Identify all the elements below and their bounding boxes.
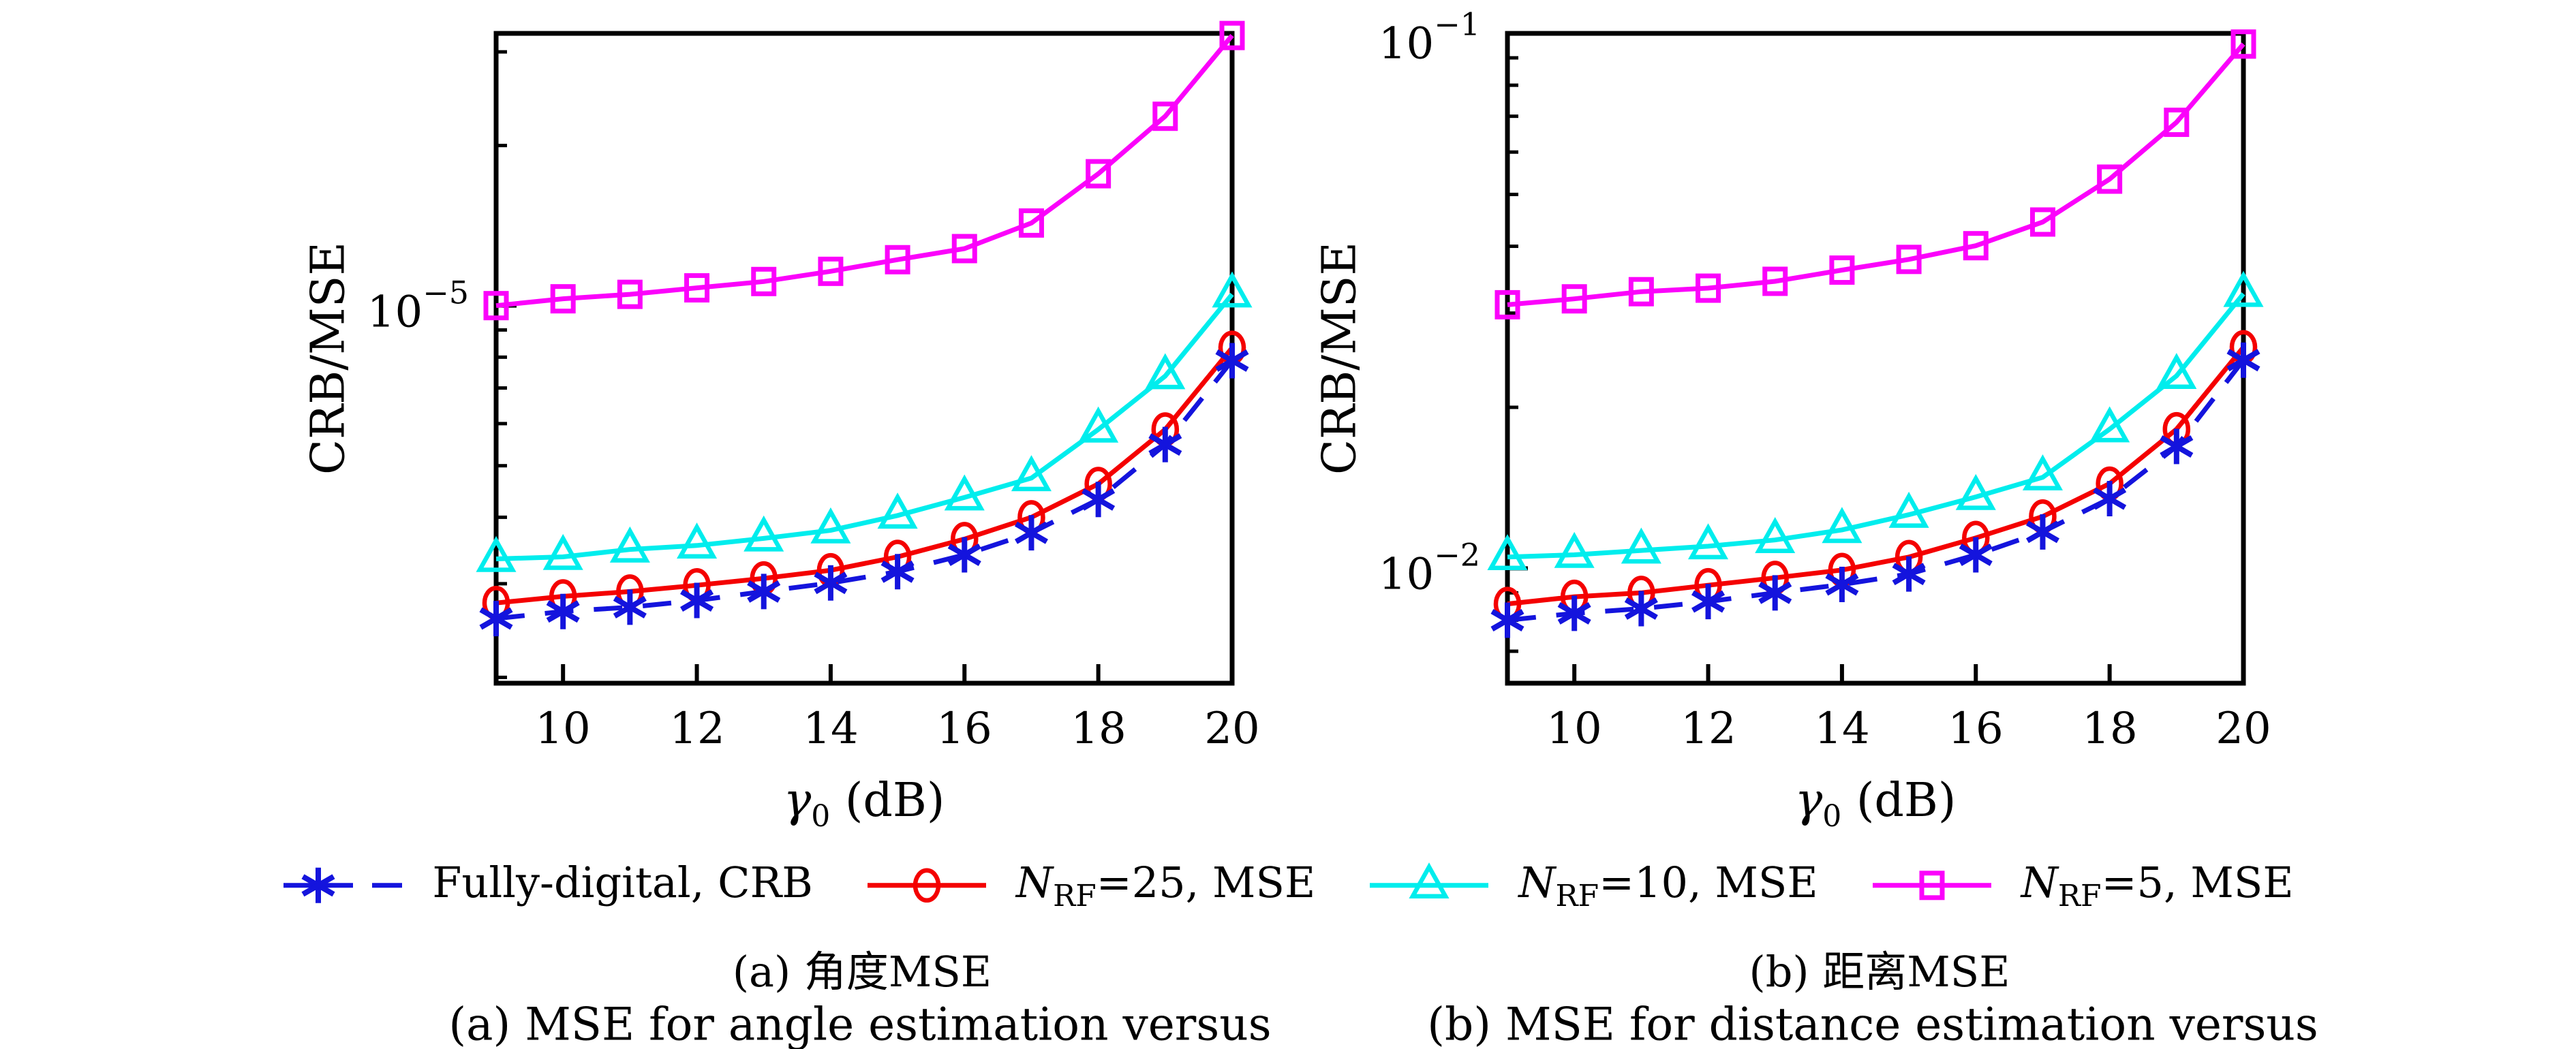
legend-sym: N	[1015, 857, 1054, 907]
legend-text: =25, MSE	[1096, 857, 1316, 907]
x-axis-unit: (dB)	[830, 774, 945, 828]
legend-label: NRF=10, MSE	[1518, 858, 1818, 913]
x-tick-label: 14	[1814, 704, 1870, 754]
y-tick-exp: −1	[1434, 5, 1480, 43]
y-axis-label-distance: CRB/MSE	[1313, 242, 1367, 475]
legend-swatch-circle-icon	[867, 868, 986, 903]
y-tick-label-1e-2: 10−2	[1379, 537, 1480, 600]
x-tick-label: 10	[535, 704, 591, 754]
x-axis-label-distance: γ0 (dB)	[1795, 774, 1957, 834]
legend-swatch-triangle-icon	[1370, 862, 1489, 899]
x-tick-label: 18	[1071, 704, 1126, 754]
legend-swatch-asterisk-icon	[283, 867, 403, 903]
legend-sym: N	[2021, 857, 2058, 907]
caption-b-zh: (b) 距离MSE	[1749, 947, 2010, 997]
y-tick-label-1e-5: 10−5	[367, 275, 469, 338]
y-tick-exp: −5	[423, 274, 469, 311]
legend-sym: N	[1518, 857, 1556, 907]
x-tick-label: 16	[936, 704, 992, 754]
legend-item-nrf10: NRF=10, MSE	[1368, 858, 1818, 913]
legend-sub: RF	[1555, 879, 1599, 914]
x-tick-label: 20	[2215, 704, 2271, 754]
legend-item-fully-digital: Fully-digital, CRB	[282, 858, 813, 913]
x-axis-unit: (dB)	[1841, 774, 1957, 828]
legend-item-nrf5: NRF=5, MSE	[1871, 858, 2294, 913]
y-axis-label-angle: CRB/MSE	[301, 242, 356, 475]
caption-b-en: (b) MSE for distance estimation versus	[1427, 998, 2318, 1049]
legend-sub: RF	[2057, 879, 2102, 914]
x-tick-label: 20	[1204, 704, 1260, 754]
x-tick-label: 10	[1546, 704, 1602, 754]
caption-a-zh: (a) 角度MSE	[732, 947, 992, 997]
y-tick-label-1e-1: 10−1	[1379, 6, 1480, 69]
x-tick-label: 16	[1948, 704, 2004, 754]
legend-text: =10, MSE	[1599, 857, 1818, 907]
y-tick-base: 10	[367, 287, 423, 338]
legend-text: =5, MSE	[2101, 857, 2294, 907]
legend-item-nrf25: NRF=25, MSE	[866, 858, 1315, 913]
x-tick-label: 18	[2082, 704, 2138, 754]
legend-sub: RF	[1053, 879, 1097, 914]
gamma-symbol: γ	[1794, 774, 1823, 828]
caption-a-en: (a) MSE for angle estimation versus	[448, 998, 1272, 1049]
y-tick-base: 10	[1378, 18, 1435, 69]
gamma-subscript: 0	[1822, 798, 1842, 834]
gamma-symbol: γ	[783, 774, 812, 828]
y-tick-exp: −2	[1434, 536, 1480, 574]
x-tick-label: 14	[803, 704, 859, 754]
y-tick-base: 10	[1378, 549, 1435, 600]
gamma-subscript: 0	[811, 798, 831, 834]
legend-swatch-square-icon	[1872, 871, 1991, 901]
x-tick-label: 12	[1681, 704, 1736, 754]
legend: Fully-digital, CRB NRF=25, MSE NRF=10, M…	[0, 858, 2576, 913]
x-tick-label: 12	[669, 704, 725, 754]
legend-label: NRF=25, MSE	[1016, 858, 1315, 913]
legend-label: NRF=5, MSE	[2021, 858, 2294, 913]
charts-svg	[476, 20, 2264, 686]
x-axis-label-angle: γ0 (dB)	[784, 774, 945, 834]
legend-label: Fully-digital, CRB	[432, 858, 812, 913]
legend-text: Fully-digital, CRB	[432, 857, 813, 907]
